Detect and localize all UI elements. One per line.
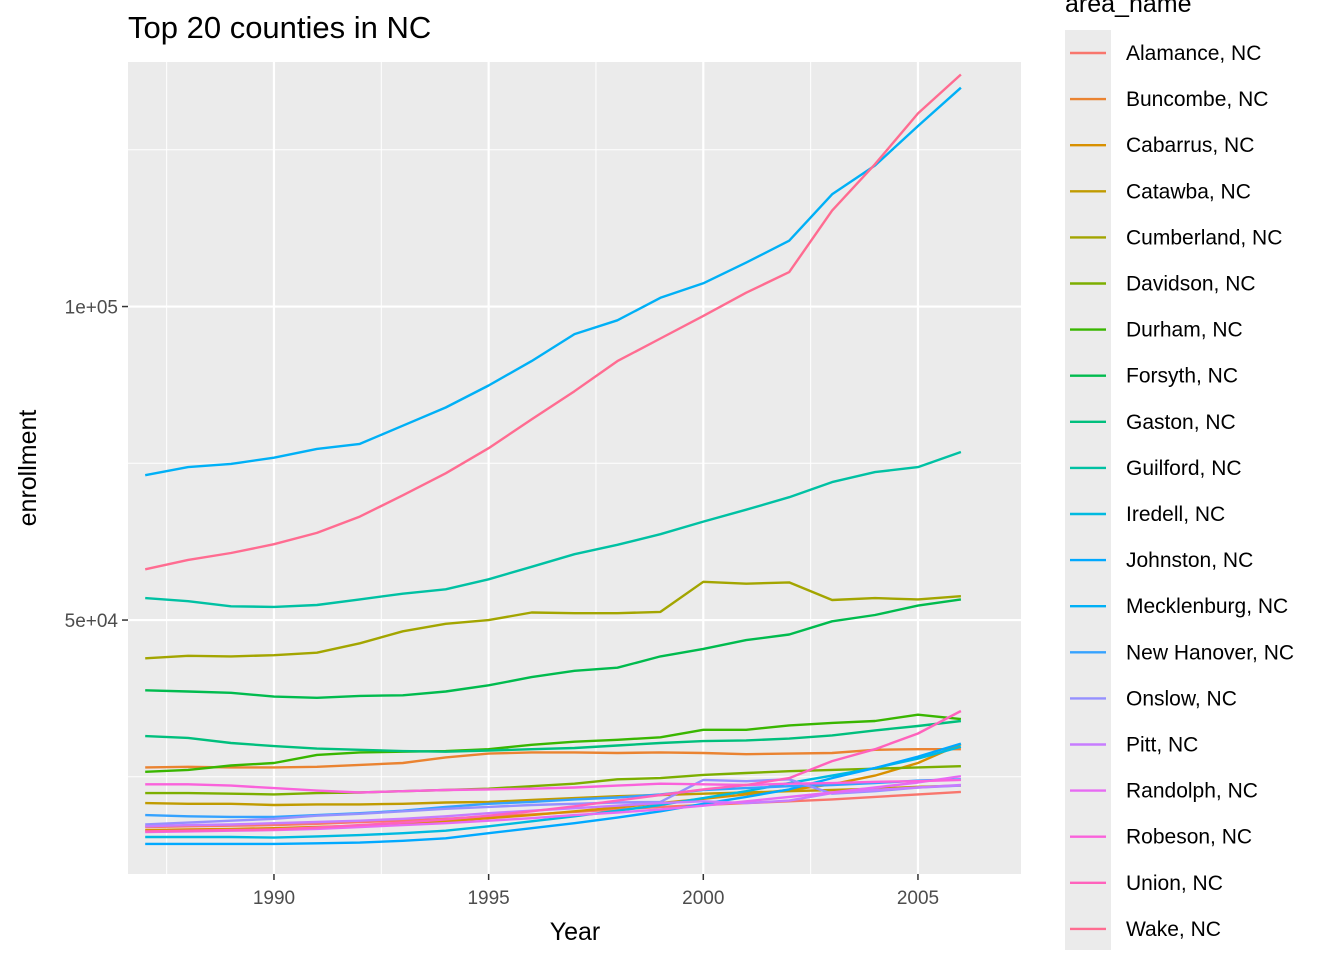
x-tick-label: 2000 (682, 888, 724, 909)
legend-label-pitt: Pitt, NC (1126, 734, 1198, 757)
legend-label-buncombe: Buncombe, NC (1126, 88, 1268, 111)
panel-background (128, 62, 1021, 874)
x-tick-label: 2005 (897, 888, 939, 909)
series-line-mecklenburg (144, 86, 962, 477)
legend-label-mecklenburg: Mecklenburg, NC (1126, 595, 1288, 618)
legend: area_name Alamance, NC Buncombe, NC Cabarr… (1065, 0, 1294, 950)
legend-label-onslow: Onslow, NC (1126, 687, 1237, 710)
legend-key-background (1065, 30, 1111, 950)
series-lines (144, 73, 962, 846)
series-line-union (145, 709, 962, 833)
legend-items: Alamance, NC Buncombe, NC Cabarrus, NC Cata… (1070, 42, 1294, 941)
series-line-robeson (145, 778, 961, 794)
series-line-davidson (145, 765, 961, 796)
legend-label-johnston: Johnston, NC (1126, 549, 1253, 572)
y-tick-label: 1e+05 (65, 298, 118, 319)
legend-label-union: Union, NC (1126, 872, 1223, 895)
series-line-cumberland (145, 580, 961, 660)
legend-label-durham: Durham, NC (1126, 319, 1243, 342)
x-axis: 1990 1995 2000 2005 (253, 874, 939, 909)
chart-title: Top 20 counties in NC (128, 10, 431, 45)
legend-label-davidson: Davidson, NC (1126, 273, 1256, 296)
legend-label-new-hanover: New Hanover, NC (1126, 641, 1294, 664)
y-tick-label: 5e+04 (65, 611, 119, 632)
legend-label-randolph: Randolph, NC (1126, 780, 1258, 803)
legend-label-iredell: Iredell, NC (1126, 503, 1225, 526)
legend-title: area_name (1065, 0, 1191, 18)
series-line-onslow (145, 778, 961, 826)
legend-label-wake: Wake, NC (1126, 918, 1221, 941)
legend-label-robeson: Robeson, NC (1126, 826, 1252, 849)
legend-label-forsyth: Forsyth, NC (1126, 365, 1238, 388)
y-axis-title: enrollment (14, 410, 42, 527)
x-tick-label: 1990 (253, 888, 295, 909)
y-axis: 5e+04 1e+05 (65, 298, 128, 632)
series-line-gaston (145, 719, 962, 753)
x-axis-title: Year (550, 918, 601, 946)
series-line-wake (144, 73, 962, 571)
legend-label-catawba: Catawba, NC (1126, 180, 1251, 203)
series-line-new-hanover (145, 778, 961, 819)
legend-label-guilford: Guilford, NC (1126, 457, 1242, 480)
series-line-iredell (145, 745, 962, 839)
legend-label-cumberland: Cumberland, NC (1126, 226, 1282, 249)
grid-minor (128, 62, 1021, 874)
legend-label-alamance: Alamance, NC (1126, 42, 1261, 65)
series-line-guilford (145, 450, 962, 609)
series-line-johnston (145, 742, 962, 846)
series-line-buncombe (145, 748, 961, 769)
legend-label-cabarrus: Cabarrus, NC (1126, 134, 1254, 157)
legend-label-gaston: Gaston, NC (1126, 411, 1236, 434)
series-line-durham (145, 713, 962, 773)
series-line-forsyth (145, 598, 962, 699)
x-tick-label: 1995 (467, 888, 509, 909)
